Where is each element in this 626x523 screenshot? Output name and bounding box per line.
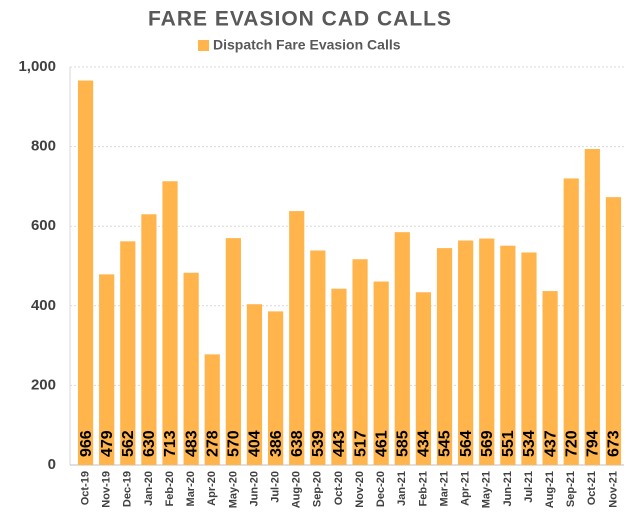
legend-swatch (198, 40, 209, 51)
data-label: 278 (204, 430, 221, 457)
data-label: 479 (99, 430, 116, 457)
bar (458, 240, 474, 465)
bar (373, 281, 389, 465)
x-tick-label: Mar-21 (438, 471, 450, 506)
data-label: 570 (226, 430, 243, 457)
bar (99, 274, 115, 465)
y-tick-label: 0 (48, 456, 56, 473)
data-label: 585 (395, 430, 412, 457)
x-tick-label: Dec-20 (375, 471, 387, 507)
data-label: 569 (479, 430, 496, 457)
x-tick-label: Jul-20 (270, 471, 282, 503)
x-tick-label: Mar-20 (185, 471, 197, 506)
x-tick-label: Oct-19 (79, 471, 91, 505)
y-tick-label: 800 (31, 138, 56, 155)
bar (120, 241, 136, 465)
chart-title: FARE EVASION CAD CALLS (148, 8, 452, 31)
x-tick-label: Feb-20 (164, 471, 176, 506)
bar (267, 311, 284, 465)
bar (500, 245, 516, 465)
bar (584, 148, 600, 465)
data-label: 483 (183, 430, 200, 457)
data-label: 564 (458, 430, 475, 457)
x-tick-label: May-20 (227, 471, 239, 508)
bar (183, 272, 199, 465)
data-label: 443 (331, 430, 348, 457)
x-tick-label: Jan-21 (396, 471, 408, 506)
bar (521, 252, 537, 465)
data-label: 966 (78, 430, 95, 457)
x-tick-label: Sep-20 (312, 471, 324, 507)
bar (331, 288, 347, 465)
y-tick-label: 400 (31, 297, 56, 314)
x-tick-label: Jun-21 (502, 471, 514, 506)
x-tick-label: Nov-20 (354, 471, 366, 508)
bar (563, 178, 579, 465)
data-label: 713 (162, 430, 179, 457)
bar (141, 214, 157, 465)
data-label: 534 (521, 430, 538, 457)
legend-label: Dispatch Fare Evasion Calls (213, 37, 401, 53)
bar (246, 304, 263, 465)
y-tick-label: 200 (31, 376, 56, 393)
bar (436, 248, 453, 465)
x-tick-label: Feb-21 (417, 471, 429, 506)
bar (310, 250, 326, 465)
data-label: 386 (268, 430, 285, 457)
bar (415, 292, 432, 465)
y-tick-label: 600 (31, 217, 56, 234)
x-tick-label: Dec-19 (122, 471, 134, 507)
x-tick-label: Nov-19 (101, 471, 113, 508)
x-tick-label: Apr-21 (460, 471, 472, 506)
data-label: 545 (437, 430, 454, 457)
bar (479, 238, 495, 465)
bar (225, 238, 241, 465)
x-tick-label: Apr-20 (206, 471, 218, 506)
x-tick-label: Jul-21 (523, 471, 535, 503)
x-tick-label: Nov-21 (607, 471, 619, 508)
data-label: 562 (120, 430, 137, 457)
data-label: 404 (247, 430, 264, 457)
x-tick-label: Oct-20 (333, 471, 345, 505)
bar (394, 232, 410, 465)
bar (542, 291, 558, 465)
x-tick-label: Aug-21 (544, 471, 556, 508)
bar (352, 259, 368, 465)
bar (605, 197, 622, 465)
bar (204, 354, 220, 465)
data-label: 551 (500, 430, 517, 457)
data-label: 539 (310, 430, 327, 457)
bar (162, 181, 178, 465)
data-label: 461 (373, 430, 390, 457)
data-label: 630 (141, 430, 158, 457)
bar (77, 80, 94, 466)
data-label: 638 (289, 430, 306, 457)
x-tick-label: Jun-20 (248, 471, 260, 506)
data-label: 794 (585, 430, 602, 457)
x-tick-label: May-21 (481, 471, 493, 508)
x-tick-label: Jan-20 (143, 471, 155, 506)
data-label: 517 (352, 430, 369, 457)
data-label: 434 (416, 430, 433, 457)
bar (289, 211, 305, 465)
x-tick-label: Sep-21 (565, 471, 577, 507)
y-tick-label: 1,000 (18, 58, 56, 75)
data-label: 673 (606, 430, 623, 457)
data-label: 437 (542, 430, 559, 457)
x-tick-label: Aug-20 (291, 471, 303, 508)
data-label: 720 (563, 430, 580, 457)
x-tick-label: Oct-21 (586, 471, 598, 505)
